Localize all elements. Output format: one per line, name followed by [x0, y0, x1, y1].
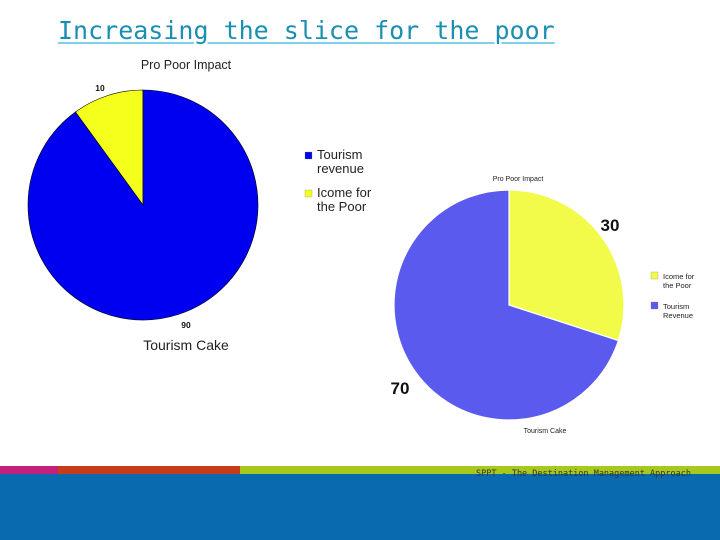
pie-slice-icome-for-the-poor — [74, 89, 144, 206]
legend-swatch — [650, 301, 659, 310]
slice-data-label: 30 — [601, 216, 620, 235]
slice-data-label: 10 — [95, 83, 105, 93]
footer-caption: SPPT - The Destination Management Approa… — [476, 469, 691, 479]
footer-strip-green — [240, 466, 720, 474]
pie-chart-left-svg: Pro Poor Impact Tourism Cake 90 10 Tourism re… — [27, 58, 372, 353]
legend-swatch — [650, 271, 659, 280]
legend-label: Tourism revenue — [317, 147, 364, 176]
pie-chart-left: Pro Poor Impact Tourism Cake 90 10 Tourism re… — [0, 50, 380, 360]
footer-strip-rust — [58, 466, 240, 474]
chart-xlabel: Tourism Cake — [143, 337, 229, 353]
pie-chart-right: Pro Poor Impact Tourism Cake 30 70 Icome for… — [380, 168, 710, 440]
footer-color-strips — [0, 466, 720, 474]
legend-swatch — [304, 189, 313, 198]
chart-title: Pro Poor Impact — [493, 176, 544, 183]
pie-slice-tourism-revenue — [393, 189, 620, 421]
footer-band — [0, 474, 720, 540]
chart-xlabel: Tourism Cake — [524, 428, 567, 435]
pie-slice-icome-for-the-poor — [508, 189, 625, 342]
legend-label: Icome for the Poor — [663, 272, 695, 290]
pie-chart-right-svg: Pro Poor Impact Tourism Cake 30 70 Icome for… — [391, 176, 695, 435]
legend-swatch — [304, 151, 313, 160]
slide-title: Increasing the slice for the poor — [58, 16, 555, 45]
slice-data-label: 70 — [391, 379, 410, 398]
pie-slice-tourism-revenue — [27, 89, 259, 321]
legend-label: Tourism Revenue — [663, 302, 693, 320]
chart-title: Pro Poor Impact — [141, 58, 232, 72]
slice-data-label: 90 — [181, 320, 191, 330]
footer-strip-magenta — [0, 466, 58, 474]
legend-label: Icome for the Poor — [317, 185, 372, 214]
